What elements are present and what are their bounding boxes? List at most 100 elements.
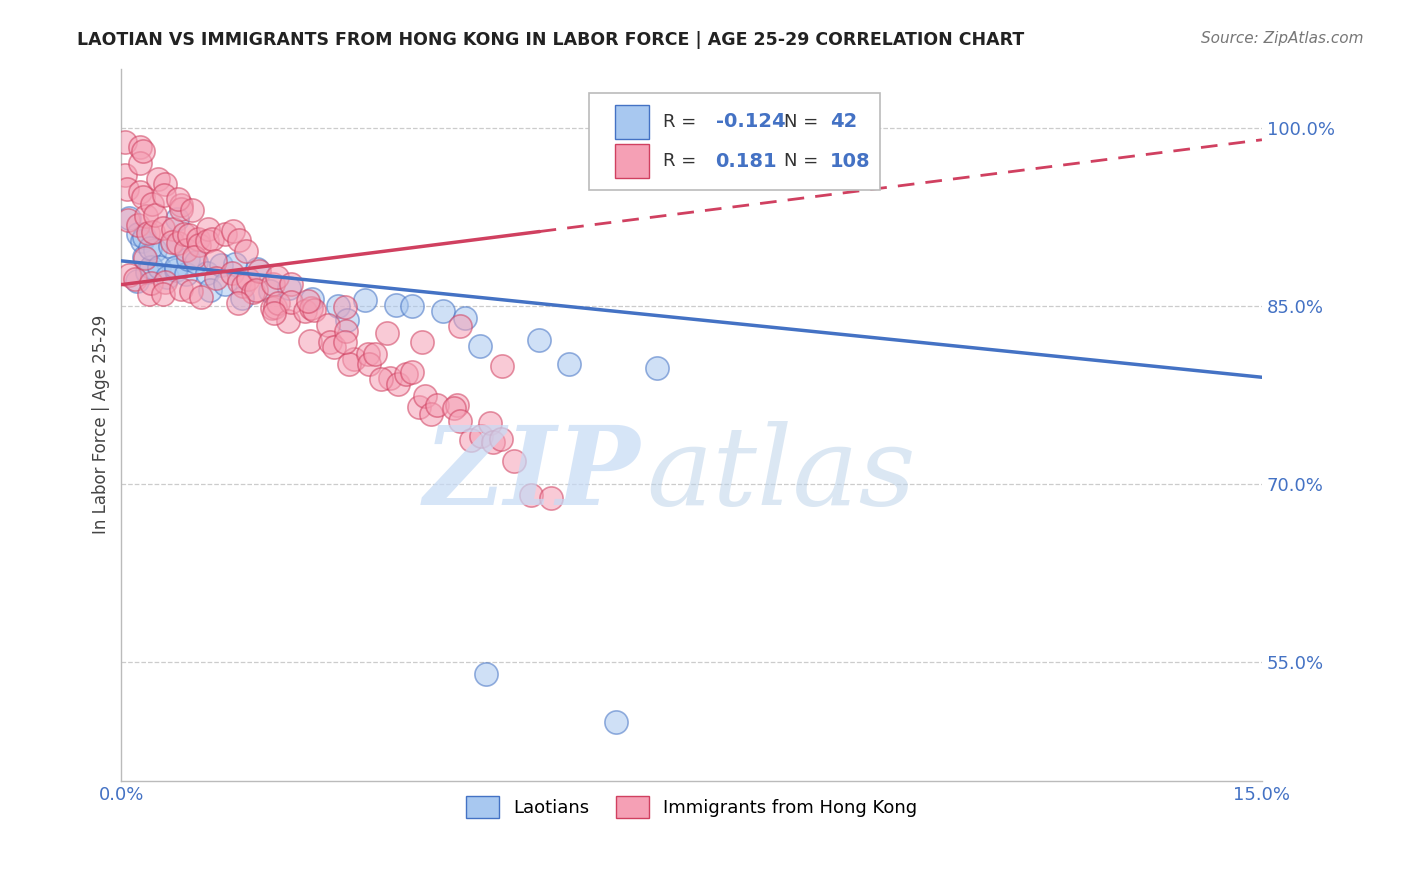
Point (411, 334, 433, 349)
Y-axis label: In Labor Force | Age 25-29: In Labor Force | Age 25-29 (93, 315, 110, 534)
Point (375, 326, 398, 341)
Point (337, 357, 360, 371)
Point (141, 196, 163, 211)
Point (479, 417, 502, 431)
Point (135, 210, 157, 224)
Point (125, 274, 148, 288)
Point (228, 233, 250, 247)
Point (132, 144, 155, 158)
Point (242, 285, 264, 300)
Point (277, 281, 299, 295)
Point (143, 243, 166, 257)
Point (380, 370, 402, 384)
Point (449, 318, 471, 333)
Point (180, 284, 202, 298)
Point (118, 268, 141, 283)
Point (298, 334, 321, 349)
Point (489, 432, 512, 446)
Point (190, 290, 212, 304)
Text: LAOTIAN VS IMMIGRANTS FROM HONG KONG IN LABOR FORCE | AGE 25-29 CORRELATION CHAR: LAOTIAN VS IMMIGRANTS FROM HONG KONG IN … (77, 31, 1025, 49)
Point (262, 301, 284, 316)
Point (222, 224, 245, 238)
Point (470, 428, 492, 442)
Point (127, 227, 149, 242)
Point (304, 303, 326, 318)
Point (209, 258, 232, 272)
Point (176, 252, 198, 266)
Point (166, 212, 188, 227)
Point (432, 304, 454, 318)
Point (322, 340, 344, 354)
FancyBboxPatch shape (589, 94, 880, 190)
Point (129, 139, 152, 153)
Point (502, 454, 524, 468)
Point (174, 268, 197, 282)
Point (221, 266, 243, 280)
Point (152, 220, 174, 235)
Text: N =: N = (785, 113, 824, 131)
Point (117, 211, 139, 225)
Point (132, 250, 155, 264)
Point (247, 264, 270, 278)
Text: 0.181: 0.181 (716, 152, 778, 170)
Point (226, 296, 249, 310)
Text: Source: ZipAtlas.com: Source: ZipAtlas.com (1201, 31, 1364, 46)
Point (326, 299, 349, 313)
Point (363, 347, 385, 361)
Point (449, 414, 471, 428)
Point (136, 226, 159, 240)
Point (143, 208, 166, 222)
Text: atlas: atlas (645, 421, 915, 528)
Text: 108: 108 (830, 152, 870, 170)
Point (294, 304, 316, 318)
Point (187, 232, 209, 246)
Point (117, 213, 139, 227)
Point (159, 238, 181, 252)
Point (167, 192, 190, 206)
Point (245, 262, 267, 277)
Point (236, 272, 259, 286)
Point (187, 237, 209, 252)
Point (558, 357, 581, 371)
Point (131, 235, 153, 249)
Point (153, 188, 176, 202)
Point (259, 284, 281, 298)
Point (354, 293, 377, 307)
Point (155, 276, 177, 290)
Point (426, 398, 449, 412)
Point (356, 347, 378, 361)
Point (214, 277, 236, 291)
Text: R =: R = (664, 153, 702, 170)
Point (319, 335, 342, 350)
Point (482, 435, 505, 450)
Point (170, 198, 193, 212)
Point (115, 182, 138, 196)
Point (195, 266, 218, 280)
Text: 42: 42 (830, 112, 856, 131)
Point (232, 279, 254, 293)
Point (280, 294, 302, 309)
Point (156, 270, 179, 285)
Point (266, 270, 288, 285)
Point (316, 318, 339, 333)
Point (297, 293, 319, 308)
Point (162, 222, 184, 236)
Point (343, 352, 366, 367)
Point (443, 401, 465, 415)
Point (142, 226, 165, 240)
Text: R =: R = (664, 113, 702, 131)
Point (245, 283, 267, 297)
Point (446, 398, 468, 412)
Point (127, 218, 149, 232)
Point (114, 135, 136, 149)
Point (173, 227, 195, 241)
Point (204, 254, 226, 268)
Point (468, 339, 491, 353)
Point (335, 300, 357, 314)
Point (228, 275, 250, 289)
Point (162, 235, 184, 249)
Point (645, 361, 668, 376)
Point (183, 251, 205, 265)
Point (141, 276, 163, 290)
Point (277, 314, 299, 328)
